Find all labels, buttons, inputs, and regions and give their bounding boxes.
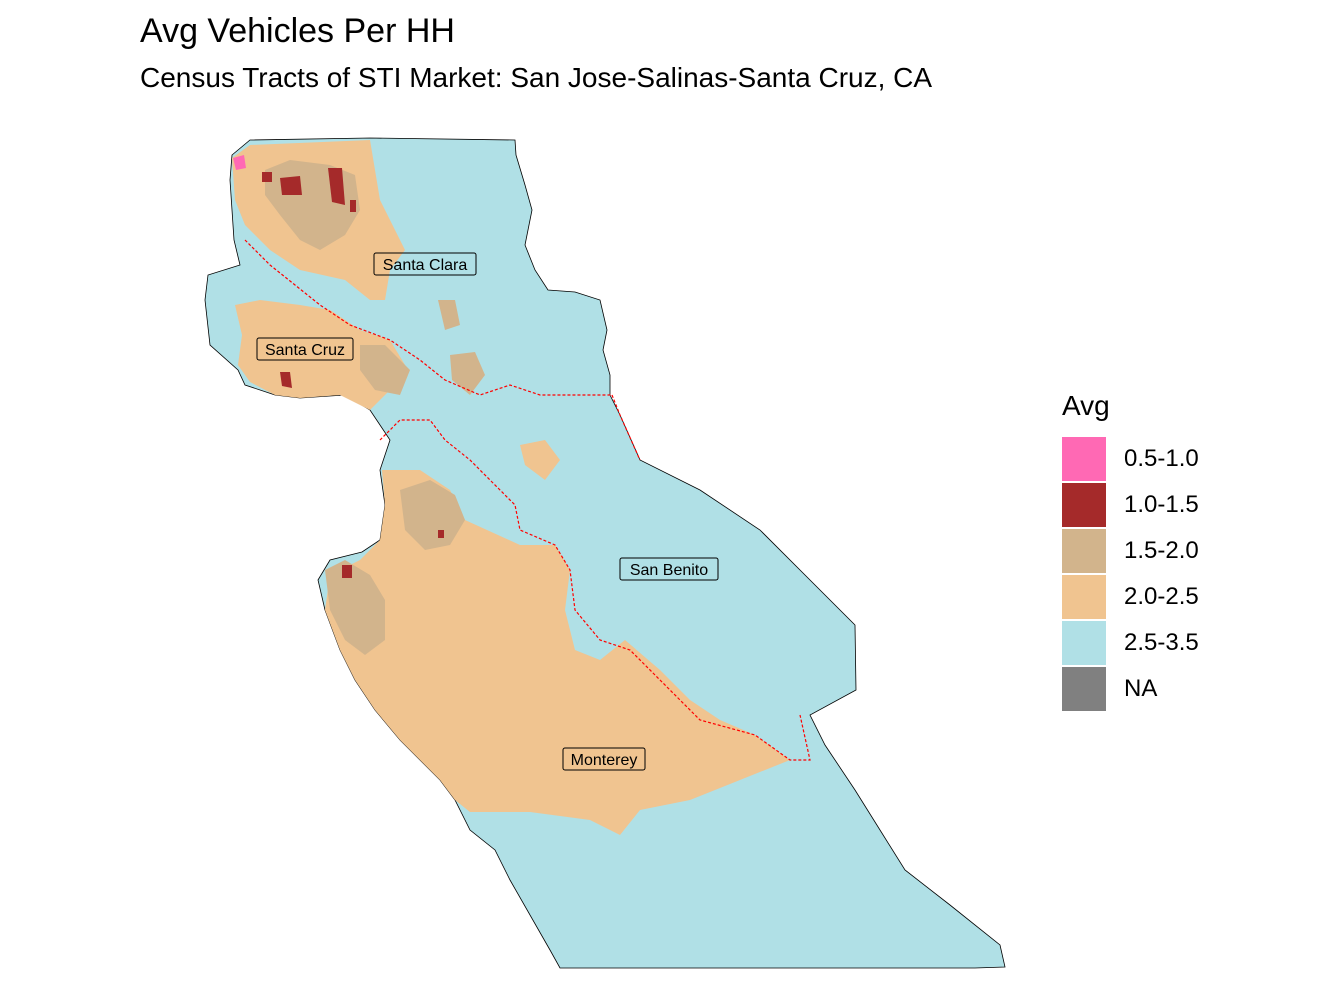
legend-label: 1.0-1.5 [1124,491,1199,518]
map-region-pink [233,155,246,170]
county-border-san-benito [611,394,641,461]
map-region-sj-dark-1 [328,168,345,205]
svg-text:Santa Clara: Santa Clara [383,257,468,274]
legend-label: NA [1124,675,1158,702]
legend-label: 2.0-2.5 [1124,583,1199,610]
legend-item: 0.5-1.0 [1062,436,1199,482]
legend-title: Avg [1062,390,1110,421]
map-region-santa-cruz-coast [235,300,405,410]
legend-item: 2.0-2.5 [1062,574,1199,620]
map-region-sc-dark [280,372,292,388]
legend-label: 2.5-3.5 [1124,629,1199,656]
county-label-santa-cruz: Santa Cruz [256,337,354,361]
svg-text:Monterey: Monterey [571,752,638,769]
map-region-sj-dark-3 [262,172,272,182]
map-legend: Avg 0.5-1.0 1.0-1.5 1.5-2.0 2.0-2.5 2.5-… [1062,390,1199,712]
legend-swatch [1062,667,1106,711]
map-region-salinas-dark [438,530,444,538]
legend-item: 1.5-2.0 [1062,528,1199,574]
map-region-monterey-main [325,470,790,835]
map-region-morgan-hill [438,300,460,330]
map-region-monterey-dark [342,565,352,578]
map-region-hollister [520,440,560,480]
legend-label: 0.5-1.0 [1124,445,1199,472]
svg-text:Santa Cruz: Santa Cruz [265,342,345,359]
county-label-santa-clara: Santa Clara [373,252,477,276]
map-region-sj-dark-2 [280,176,302,195]
county-border-santa-clara-santa-cruz [244,239,612,396]
page-subtitle: Census Tracts of STI Market: San Jose-Sa… [140,62,933,93]
legend-item: 1.0-1.5 [1062,482,1199,528]
legend-swatch [1062,529,1106,573]
legend-swatch [1062,483,1106,527]
map-region-sj-dark-4 [350,200,356,212]
map-region-salinas [400,480,465,550]
legend-swatch [1062,575,1106,619]
legend-label: 1.5-2.0 [1124,537,1199,564]
county-label-monterey: Monterey [562,747,646,771]
county-label-san-benito: San Benito [619,557,719,581]
page-title: Avg Vehicles Per HH [140,12,455,50]
map-region-santa-cruz-city [360,345,410,395]
map-region-monterey-peninsula [325,560,385,655]
county-border-santa-cruz-monterey [379,419,811,761]
legend-item: NA [1062,666,1199,712]
map-region-gilroy [450,352,485,395]
legend-swatch [1062,437,1106,481]
legend-item: 2.5-3.5 [1062,620,1199,666]
svg-text:San Benito: San Benito [630,562,708,579]
legend-swatch [1062,621,1106,665]
